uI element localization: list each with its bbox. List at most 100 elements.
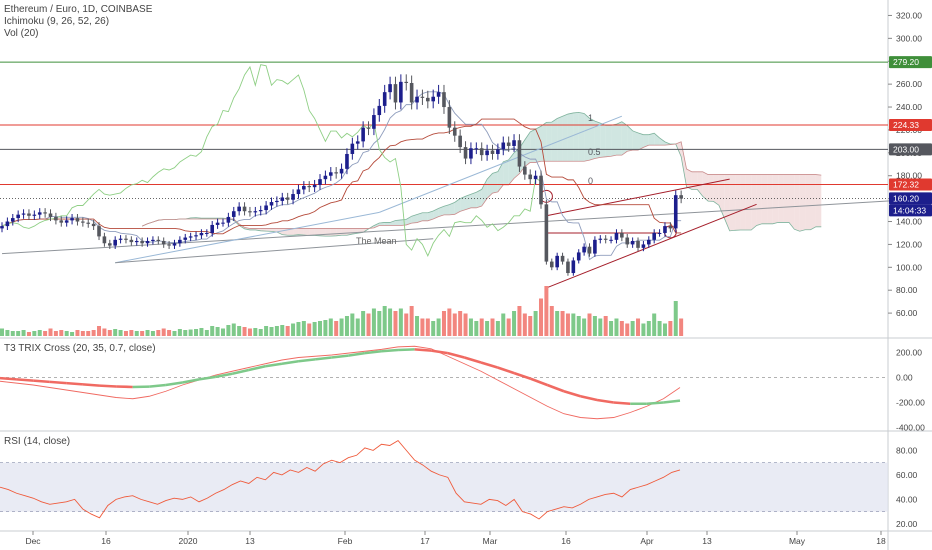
candle-body	[496, 149, 500, 154]
volume-bar	[425, 318, 430, 336]
rsi-title[interactable]: RSI (14, close)	[4, 436, 71, 447]
candle-body	[372, 115, 376, 129]
cloud-segment	[282, 228, 288, 236]
cloud-segment	[487, 173, 493, 199]
volume-bar	[657, 321, 662, 336]
volume-bar	[474, 321, 479, 336]
candle-body	[134, 240, 139, 243]
time-tick-label: Mar	[483, 536, 498, 546]
time-tick-label: 16	[561, 536, 571, 546]
cloud-segment	[600, 123, 606, 158]
rsi-band	[0, 462, 888, 512]
candle-body	[285, 197, 290, 200]
cloud-segment	[449, 202, 455, 215]
candle-body	[151, 239, 155, 241]
cloud-segment	[643, 134, 649, 148]
trix-slow-segment	[613, 401, 631, 406]
cloud-segment	[648, 133, 655, 146]
candle-body	[37, 212, 42, 215]
cloud-segment	[481, 179, 488, 207]
volume-bar	[140, 331, 145, 336]
candle-body	[647, 239, 651, 245]
cloud-segment	[346, 228, 353, 236]
trix-title[interactable]: T3 TRIX Cross (20, 35, 0.7, close)	[4, 343, 156, 354]
volume-bar	[668, 321, 673, 336]
volume-bar	[156, 330, 161, 336]
trix-slow-segment	[546, 383, 565, 393]
candle-body	[609, 239, 613, 241]
cloud-segment	[659, 137, 665, 146]
cloud-segment	[761, 174, 768, 224]
cloud-segment	[433, 208, 439, 220]
cloud-segment	[557, 116, 563, 162]
volume-bar	[16, 331, 21, 336]
volume-bar	[544, 286, 549, 336]
volume-bar	[582, 318, 587, 336]
volume-legend[interactable]: Vol (20)	[4, 28, 39, 39]
candle-body	[442, 92, 446, 108]
trix-tick-label: -200.00	[896, 398, 925, 408]
candle-body	[587, 246, 592, 254]
volume-bar	[463, 313, 468, 336]
candle-body	[178, 239, 182, 244]
cloud-segment	[535, 126, 541, 163]
ichimoku-legend[interactable]: Ichimoku (9, 26, 52, 26)	[4, 16, 110, 27]
cloud-segment	[799, 174, 806, 232]
cloud-segment	[681, 141, 687, 187]
time-tick-label: 16	[101, 536, 111, 546]
volume-bar	[118, 330, 123, 336]
volume-bar	[37, 330, 42, 336]
trix-slow-segment	[497, 366, 515, 375]
time-tick-label: 2020	[179, 536, 198, 546]
candle-body	[625, 237, 630, 245]
volume-bar	[129, 330, 134, 336]
candle-body	[221, 222, 225, 224]
trix-slow-segment	[381, 348, 399, 353]
volume-bar	[226, 325, 231, 336]
time-tick-label: May	[789, 536, 806, 546]
candle-body	[226, 216, 231, 223]
volume-bar	[301, 321, 306, 336]
candle-body	[91, 223, 96, 227]
rsi-tick-label: 20.00	[896, 519, 918, 529]
candle-body	[339, 168, 344, 174]
volume-bar	[565, 313, 570, 336]
cloud-segment	[551, 118, 558, 162]
cloud-segment	[621, 121, 628, 156]
candle-body	[156, 239, 161, 241]
trix-slow-segment	[530, 377, 548, 387]
candle-body	[571, 260, 576, 274]
volume-bar	[350, 313, 355, 336]
candle-body	[129, 239, 134, 243]
volume-bar	[318, 321, 323, 336]
candle-body	[161, 240, 166, 245]
trix-slow-segment	[33, 379, 50, 384]
candle-body	[679, 195, 683, 199]
trix-slow-segment	[215, 372, 233, 379]
volume-bar	[274, 326, 279, 336]
volume-bar	[598, 318, 603, 336]
candle-body	[108, 243, 112, 246]
volume-bar	[501, 313, 506, 336]
volume-bar	[641, 323, 646, 336]
price-tag-bg	[889, 56, 932, 69]
rsi-tick-label: 80.00	[896, 445, 918, 455]
volume-bar	[269, 327, 274, 336]
volume-bar	[522, 313, 527, 336]
cloud-segment	[530, 129, 536, 163]
symbol-title[interactable]: Ethereum / Euro, 1D, COINBASE	[4, 4, 153, 15]
volume-bar	[285, 326, 290, 336]
volume-bar	[646, 321, 651, 336]
price-tag-bg	[889, 192, 932, 205]
volume-bar	[517, 306, 522, 336]
cloud-segment	[395, 219, 401, 226]
candle-body	[393, 84, 398, 103]
cloud-segment	[341, 228, 347, 236]
candle-body	[0, 226, 4, 229]
volume-bar	[415, 316, 420, 336]
cloud-segment	[465, 194, 471, 210]
volume-bar	[210, 326, 215, 336]
volume-bar	[43, 331, 48, 336]
